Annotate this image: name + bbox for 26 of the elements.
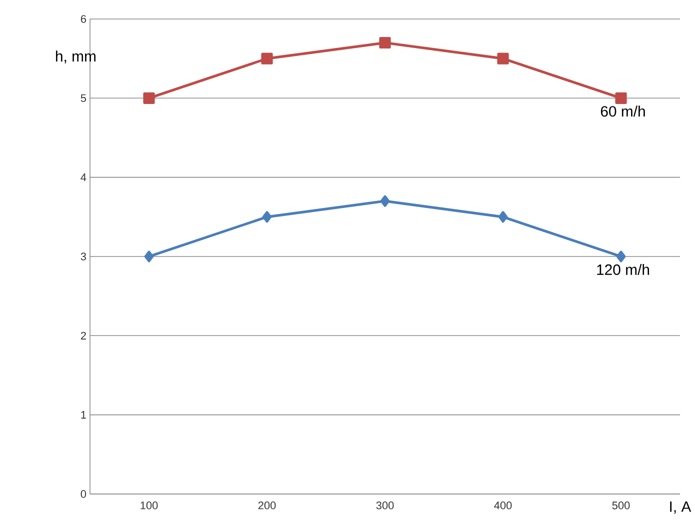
y-tick-label: 5 <box>80 94 86 102</box>
x-axis-title: I, A <box>670 502 692 514</box>
point <box>262 211 272 223</box>
point <box>261 52 273 64</box>
point <box>379 36 391 49</box>
point <box>380 195 390 207</box>
y-axis-title: h, mm <box>56 50 96 64</box>
x-tick-label: 300 <box>376 502 394 510</box>
x-tick-label: 500 <box>612 502 630 510</box>
x-tick-label: 200 <box>258 502 276 510</box>
y-tick-label: 0 <box>80 490 86 498</box>
point <box>498 211 508 223</box>
point <box>616 250 626 262</box>
x-tick-label: 400 <box>494 502 512 510</box>
y-tick-label: 6 <box>80 15 86 23</box>
point <box>144 250 154 262</box>
point <box>615 92 627 104</box>
point <box>497 52 509 64</box>
y-tick-label: 2 <box>80 332 86 340</box>
series-label: 120 m/h <box>597 264 650 275</box>
series-label: 60 m/h <box>600 106 645 117</box>
x-tick-label: 100 <box>140 502 158 510</box>
point <box>143 92 155 104</box>
y-tick-label: 3 <box>80 252 86 260</box>
y-tick-label: 4 <box>80 174 86 182</box>
y-tick-label: 1 <box>81 411 86 419</box>
